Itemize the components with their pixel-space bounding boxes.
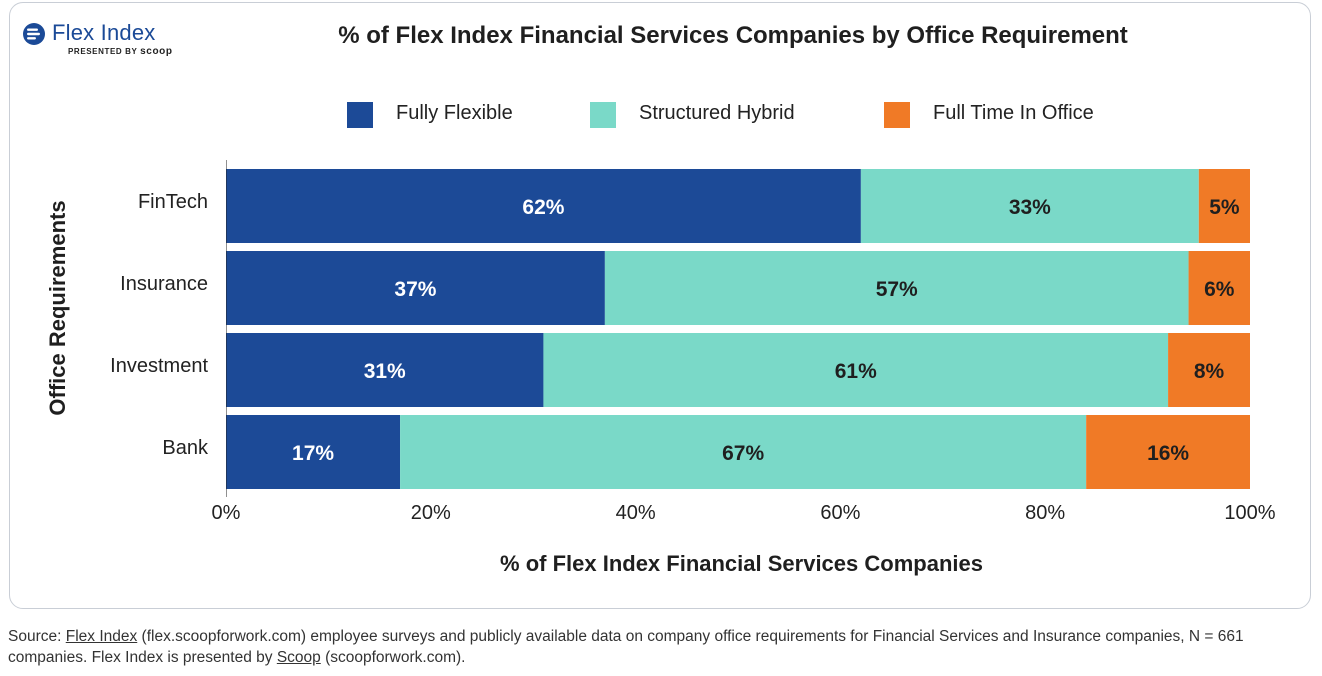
- bar-bank-fully-flexible: [226, 415, 401, 489]
- bar-fintech-structured-hybrid: [860, 169, 1199, 243]
- data-label-investment-fully-flexible: 31%: [364, 360, 406, 383]
- legend-label-structured-hybrid: Structured Hybrid: [639, 102, 795, 124]
- legend: Fully Flexible Structured Hybrid Full Ti…: [0, 100, 1322, 130]
- x-tick-label-60: 60%: [820, 502, 861, 524]
- data-label-bank-structured-hybrid: 67%: [722, 442, 764, 465]
- bar-bank-full-time-in-office: [1086, 415, 1250, 489]
- data-label-fintech-structured-hybrid: 33%: [1009, 196, 1051, 219]
- data-label-bank-fully-flexible: 17%: [292, 442, 334, 465]
- bar-investment-structured-hybrid: [543, 333, 1169, 407]
- bar-insurance-structured-hybrid: [604, 251, 1189, 325]
- data-label-insurance-structured-hybrid: 57%: [876, 278, 918, 301]
- brand-name: Flex Index: [52, 20, 156, 45]
- legend-label-fully-flexible: Fully Flexible: [396, 102, 513, 124]
- y-tick-label-bank: Bank: [162, 437, 208, 459]
- bar-investment-fully-flexible: [226, 333, 544, 407]
- y-axis-title: Office Requirements: [45, 200, 70, 416]
- x-tick-label-80: 80%: [1025, 502, 1066, 524]
- data-label-investment-structured-hybrid: 61%: [835, 360, 877, 383]
- data-label-bank-full-time-in-office: 16%: [1147, 442, 1189, 465]
- legend-swatch-full-time-in-office: [884, 102, 910, 128]
- data-label-fintech-full-time-in-office: 5%: [1209, 196, 1240, 219]
- data-label-insurance-full-time-in-office: 6%: [1204, 278, 1235, 301]
- legend-swatch-structured-hybrid: [590, 102, 616, 128]
- bar-investment-full-time-in-office: [1168, 333, 1250, 407]
- x-tick-label-100: 100%: [1224, 502, 1276, 524]
- flex-index-logo[interactable]: Flex Index PRESENTED BY scoop: [22, 19, 182, 59]
- x-tick-label-0: 0%: [211, 502, 241, 524]
- brand-presenter: scoop: [140, 46, 173, 57]
- data-label-insurance-fully-flexible: 37%: [394, 278, 436, 301]
- y-tick-label-fintech: FinTech: [137, 191, 208, 213]
- plot-area: 62% 33% 5% 37% 57% 6% 31% 61% 8% 17% 67% 16%: [226, 160, 1250, 497]
- data-label-fintech-fully-flexible: 62%: [522, 196, 564, 219]
- x-tick-label-20: 20%: [410, 502, 451, 524]
- bar-insurance-fully-flexible: [226, 251, 605, 325]
- scoop-link[interactable]: Scoop: [276, 649, 321, 666]
- legend-swatch-fully-flexible: [347, 102, 373, 128]
- chart-title: % of Flex Index Financial Services Compa…: [338, 22, 1128, 49]
- y-tick-label-insurance: Insurance: [120, 273, 208, 295]
- flex-index-logo-icon: [23, 23, 45, 45]
- x-axis-title: % of Flex Index Financial Services Compa…: [500, 551, 983, 576]
- brand-presented-by: PRESENTED BY scoop: [68, 46, 173, 57]
- legend-label-full-time-in-office: Full Time In Office: [933, 102, 1094, 124]
- y-tick-label-investment: Investment: [110, 355, 208, 377]
- data-label-investment-full-time-in-office: 8%: [1194, 360, 1225, 383]
- bar-bank-structured-hybrid: [400, 415, 1087, 489]
- flex-index-link[interactable]: Flex Index: [65, 628, 138, 645]
- bar-fintech-full-time-in-office: [1198, 169, 1250, 243]
- source-note: Source: Flex Index (flex.scoopforwork.co…: [8, 628, 1244, 666]
- bar-fintech-fully-flexible: [226, 169, 861, 243]
- x-tick-label-40: 40%: [615, 502, 656, 524]
- bar-insurance-full-time-in-office: [1188, 251, 1250, 325]
